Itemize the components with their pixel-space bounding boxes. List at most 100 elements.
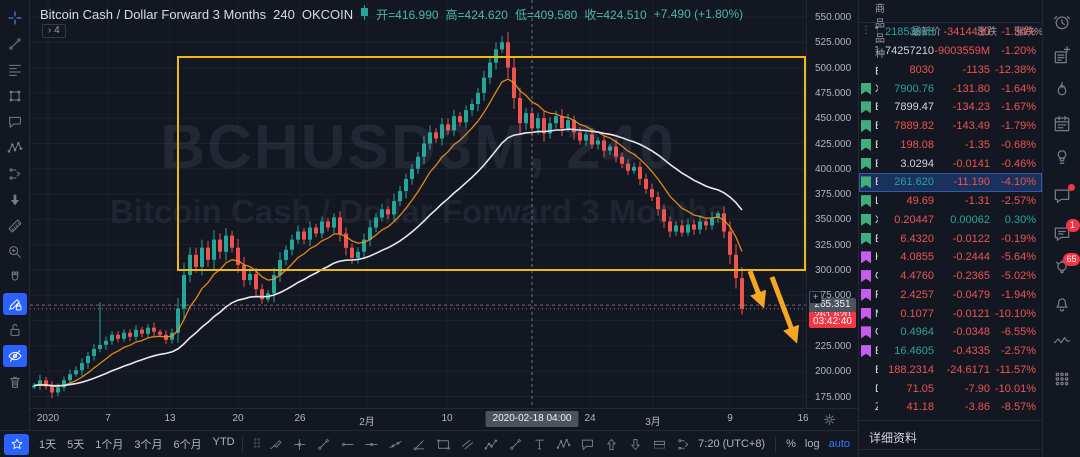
trash-tool-button[interactable] (3, 371, 27, 393)
long-position-tool-button[interactable] (648, 433, 672, 455)
watchlist-row-mxusdt[interactable]: MXUSDT 0.1077 -0.0121 -10.10% (859, 304, 1042, 323)
chart-legend[interactable]: Bitcoin Cash / Dollar Forward 3 Months 2… (40, 5, 743, 23)
symbol-flag-icon[interactable] (861, 82, 871, 95)
notifications-icon[interactable] (1052, 293, 1072, 316)
trend-line-tool-button[interactable] (504, 433, 528, 455)
watchlist-row-bsvusdt[interactable]: BSVUSDT 188.2314 -24.6171 -11.57% (859, 361, 1042, 380)
forecast-tool-button[interactable] (672, 433, 696, 455)
timezone-label[interactable]: 7:20 (UTC+8) (698, 438, 766, 450)
angle-line-tool-button[interactable] (408, 433, 432, 455)
trend-line-tool-button[interactable] (312, 433, 336, 455)
xabcd-pattern-tool-button[interactable] (552, 433, 576, 455)
arrow-down-tool-button[interactable] (624, 433, 648, 455)
auto-scale-button[interactable]: auto (828, 438, 850, 450)
watchlist-row-xrpusdt[interactable]: XRPUSDT 0.20447 0.00062 0.30% (859, 211, 1042, 230)
symbol-flag-icon[interactable] (861, 345, 871, 358)
crosshair-tool-button[interactable] (3, 7, 27, 29)
watchlist-row-total2[interactable]: TOTAL2 74257210-9003559M -1.20% (859, 42, 1042, 61)
log-scale-button[interactable]: log (804, 438, 820, 450)
symbol-flag-icon[interactable] (861, 270, 871, 283)
percent-scale-button[interactable]: % (786, 438, 796, 450)
arrow-marker-tool-button[interactable] (3, 189, 27, 211)
watchlist-row-bnbusdt[interactable]: BNBUSDT 16.4605 -0.4335 -2.57% (859, 342, 1042, 361)
extended-line-tool-button[interactable] (384, 433, 408, 455)
range-button-5天[interactable]: 5天 (67, 439, 85, 451)
range-button-3个月[interactable]: 3个月 (134, 439, 163, 451)
fib-retracement-tool-button[interactable] (3, 59, 27, 81)
watchlist-row-btcusd[interactable]: BTCUSD 7899.47 -134.23 -1.67% (859, 98, 1042, 117)
text-tool-button[interactable] (528, 433, 552, 455)
drag-handle[interactable] (250, 436, 264, 453)
chart-pane[interactable]: BCHUSD3M, 240 Bitcoin Cash / Dollar Forw… (30, 0, 806, 408)
watchlist-row-htusdt[interactable]: HTUSDT 4.0855 -0.2444 -5.64% (859, 248, 1042, 267)
watchlist-row-ltcusdt[interactable]: LTCUSDT 49.69 -1.31 -2.57% (859, 192, 1042, 211)
arrow-up-tool-button[interactable] (600, 433, 624, 455)
watchlist-row-gtusdt[interactable]: GTUSDT 0.4964 -0.0348 -6.55% (859, 323, 1042, 342)
watchlist-menu-icon[interactable]: ⋮ (861, 24, 871, 36)
news-icon[interactable] (1052, 46, 1072, 69)
watchlist-row-total[interactable]: TOTAL 21853818 -3414430 -1.54% (859, 23, 1042, 42)
watchlist-row-zecusdt[interactable]: ZECUSDT 41.18 -3.86 -8.57% (859, 398, 1042, 417)
add-alert-plus-button[interactable]: + (809, 291, 822, 304)
callout-tool-button[interactable] (3, 111, 27, 133)
range-button-6个月[interactable]: 6个月 (173, 439, 202, 451)
forecast-tool-button[interactable] (3, 163, 27, 185)
ideas-icon[interactable] (1052, 147, 1072, 170)
range-button-1个月[interactable]: 1个月 (95, 439, 124, 451)
magnet-tool-button[interactable] (3, 267, 27, 289)
detail-section[interactable]: 详细资料 (859, 420, 1042, 450)
alarm-icon[interactable] (1052, 12, 1072, 35)
symbol-flag-icon[interactable] (861, 251, 871, 264)
symbol-flag-icon[interactable] (861, 232, 871, 245)
watchlist-row-okb0327[interactable]: OKB0327 4.4760 -0.2365 -5.02% (859, 267, 1042, 286)
chat-icon[interactable] (1052, 184, 1075, 209)
xabcd-pattern-tool-button[interactable] (3, 137, 27, 159)
shapes-tool-button[interactable] (3, 85, 27, 107)
interval-label[interactable]: 240 (273, 6, 295, 22)
horizontal-line-tool-button[interactable] (360, 433, 384, 455)
unlock-tool-button[interactable] (3, 319, 27, 341)
mind-icon[interactable]: 65 (1052, 253, 1080, 281)
calendar-icon[interactable] (1052, 114, 1072, 137)
watchlist-row-dashusdt[interactable]: DASHUSDT 71.05 -7.90 -10.01% (859, 379, 1042, 398)
symbol-flag-icon[interactable] (861, 288, 871, 301)
watchlist-row-btc1[interactable]: BTC1!D 8030 -1135 -12.38% (859, 61, 1042, 80)
favorites-star-button[interactable] (4, 433, 29, 455)
time-axis[interactable]: 2020 7 13 20 26 2月 10 24 3月 9 16 2020-02-18 04:00 (30, 408, 858, 430)
watchlist-row-xbt[interactable]: XBT 7900.76 -131.80 -1.64% (859, 79, 1042, 98)
callout-tool-button[interactable] (576, 433, 600, 455)
zoom-in-tool-button[interactable] (3, 241, 27, 263)
watchlist-row-etcusdt[interactable]: ETCUSDT 6.4320 -0.0122 -0.19% (859, 229, 1042, 248)
parallel-channel-tool-button[interactable] (456, 433, 480, 455)
symbol-flag-icon[interactable] (861, 120, 871, 133)
range-button-ytd[interactable]: YTD (212, 436, 235, 448)
hide-drawings-tool-button[interactable] (2, 345, 27, 367)
drawing-lock-tool-button[interactable] (2, 293, 27, 315)
watchlist-row-btcusdt[interactable]: BTCUSDT 7889.82 -143.49 -1.79% (859, 117, 1042, 136)
watchlist-row-ethusdt[interactable]: ETHUSDT 198.08 -1.35 -0.68% (859, 136, 1042, 155)
hotlists-icon[interactable] (1052, 80, 1072, 103)
watchlist-row-eosusdt[interactable]: EOSUSDT 3.0294 -0.0141 -0.46% (859, 154, 1042, 173)
symbol-flag-icon[interactable] (861, 138, 871, 151)
apps-icon[interactable] (1052, 369, 1072, 392)
range-button-1天[interactable]: 1天 (39, 439, 57, 451)
ruler-tool-button[interactable] (3, 215, 27, 237)
axis-settings-gear-icon[interactable] (822, 412, 837, 430)
indicators-expand-button[interactable]: › 4 (42, 24, 66, 38)
symbol-flag-icon[interactable] (861, 176, 871, 189)
price-axis[interactable]: 550.000 525.000 500.000 475.000 450.000 425.0… (806, 0, 858, 408)
brush-tool-button[interactable] (264, 433, 288, 455)
symbol-flag-icon[interactable] (861, 213, 871, 226)
cross-line-tool-button[interactable] (288, 433, 312, 455)
horizontal-ray-tool-button[interactable] (336, 433, 360, 455)
symbol-title[interactable]: Bitcoin Cash / Dollar Forward 3 Months (40, 6, 267, 22)
price-chart-canvas[interactable] (30, 0, 806, 408)
symbol-flag-icon[interactable] (861, 326, 871, 339)
watchlist-row-fttusdt[interactable]: FTTUSDT 2.4257 -0.0479 -1.94% (859, 286, 1042, 305)
activity-icon[interactable] (1052, 331, 1072, 354)
comments-icon[interactable]: 1 (1052, 219, 1080, 247)
symbol-flag-icon[interactable] (861, 307, 871, 320)
symbol-flag-icon[interactable] (861, 157, 871, 170)
watchlist-row-bchusd3m[interactable]: BCHUSD3M 261.620 -11.190 -4.10% (859, 173, 1042, 192)
rectangle-tool-button[interactable] (432, 433, 456, 455)
